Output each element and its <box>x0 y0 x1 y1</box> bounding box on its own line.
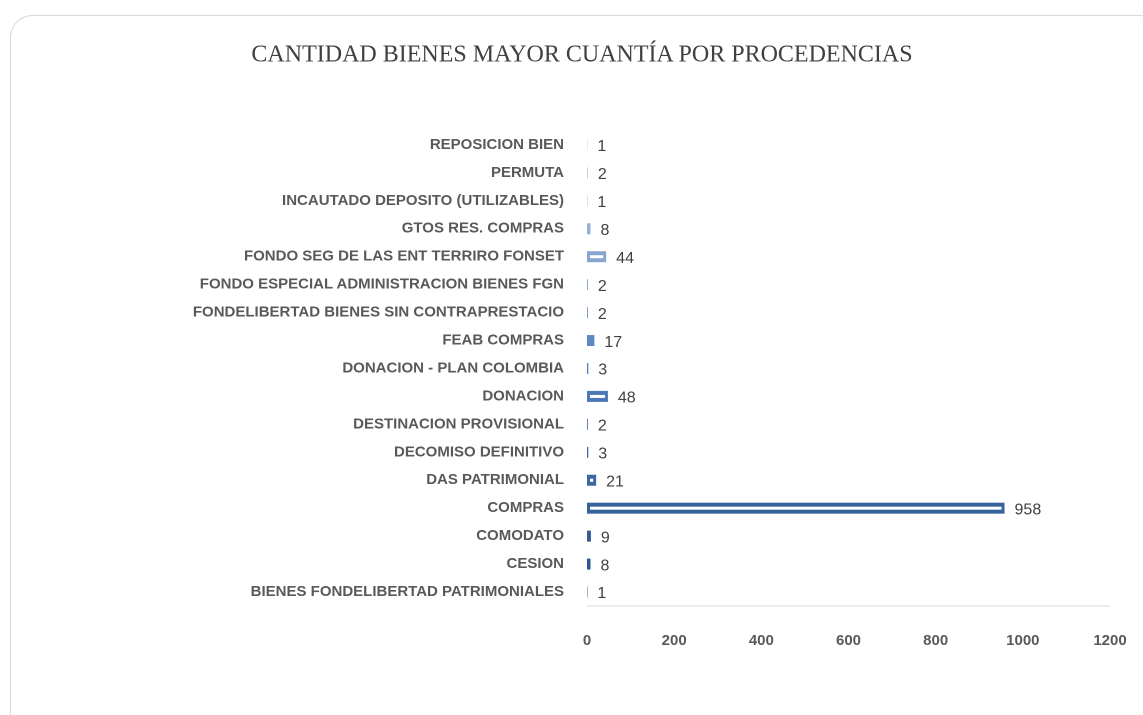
value-label: 8 <box>600 222 609 239</box>
y-tick-label: DESTINACION PROVISIONAL <box>353 415 564 432</box>
x-tick-label: 1200 <box>1093 632 1126 649</box>
y-tick-label: GTOS RES. COMPRAS <box>402 220 564 237</box>
bar <box>587 558 591 570</box>
value-label: 2 <box>598 278 607 295</box>
x-tick-label: 400 <box>749 632 774 649</box>
value-label: 17 <box>604 334 622 351</box>
bar <box>587 446 589 458</box>
value-label: 2 <box>598 418 607 435</box>
y-tick-label: FONDO SEG DE LAS ENT TERRIRO FONSET <box>244 248 564 265</box>
value-label: 8 <box>600 557 609 574</box>
bar <box>587 362 589 374</box>
y-tick-label: PERMUTA <box>491 164 564 181</box>
value-label: 21 <box>606 473 624 490</box>
bar-highlight <box>590 394 605 398</box>
bar-highlight <box>590 255 604 259</box>
bar <box>587 335 595 347</box>
value-label: 44 <box>616 250 634 267</box>
y-tick-label: DAS PATRIMONIAL <box>426 471 564 488</box>
y-tick-label: FONDELIBERTAD BIENES SIN CONTRAPRESTACIO <box>193 304 564 321</box>
value-label: 3 <box>598 362 607 379</box>
bar <box>587 279 588 291</box>
value-label: 3 <box>598 446 607 463</box>
y-tick-label: FONDO ESPECIAL ADMINISTRACION BIENES FGN <box>200 276 564 293</box>
y-tick-label: DECOMISO DEFINITIVO <box>394 443 564 460</box>
y-tick-label: DONACION <box>482 387 564 404</box>
value-label: 1 <box>597 194 606 211</box>
bar <box>587 223 591 235</box>
x-tick-label: 600 <box>836 632 861 649</box>
y-tick-label: REPOSICION BIEN <box>430 136 564 153</box>
x-tick-label: 1000 <box>1006 632 1039 649</box>
bar-highlight <box>590 506 1002 510</box>
bar <box>587 167 588 179</box>
bar <box>587 418 588 430</box>
value-label: 958 <box>1015 501 1042 518</box>
bar <box>587 307 588 319</box>
y-tick-label: FEAB COMPRAS <box>442 332 564 349</box>
value-label: 9 <box>601 529 610 546</box>
chart-frame <box>10 15 1143 715</box>
bar <box>587 530 591 542</box>
y-tick-label: COMPRAS <box>487 499 564 516</box>
y-tick-label: CESION <box>506 555 564 572</box>
y-tick-label: INCAUTADO DEPOSITO (UTILIZABLES) <box>282 192 564 209</box>
x-tick-label: 800 <box>923 632 948 649</box>
value-label: 2 <box>598 306 607 323</box>
y-tick-label: DONACION - PLAN COLOMBIA <box>342 359 564 376</box>
y-tick-label: BIENES FONDELIBERTAD PATRIMONIALES <box>251 583 564 600</box>
value-label: 2 <box>598 166 607 183</box>
value-label: 1 <box>597 585 606 602</box>
value-label: 1 <box>597 138 606 155</box>
value-label: 48 <box>618 390 636 407</box>
y-tick-label: COMODATO <box>476 527 564 544</box>
x-tick-label: 0 <box>583 632 591 649</box>
bar-highlight <box>590 478 594 482</box>
chart-title: CANTIDAD BIENES MAYOR CUANTÍA POR PROCED… <box>251 42 912 68</box>
x-tick-label: 200 <box>662 632 687 649</box>
